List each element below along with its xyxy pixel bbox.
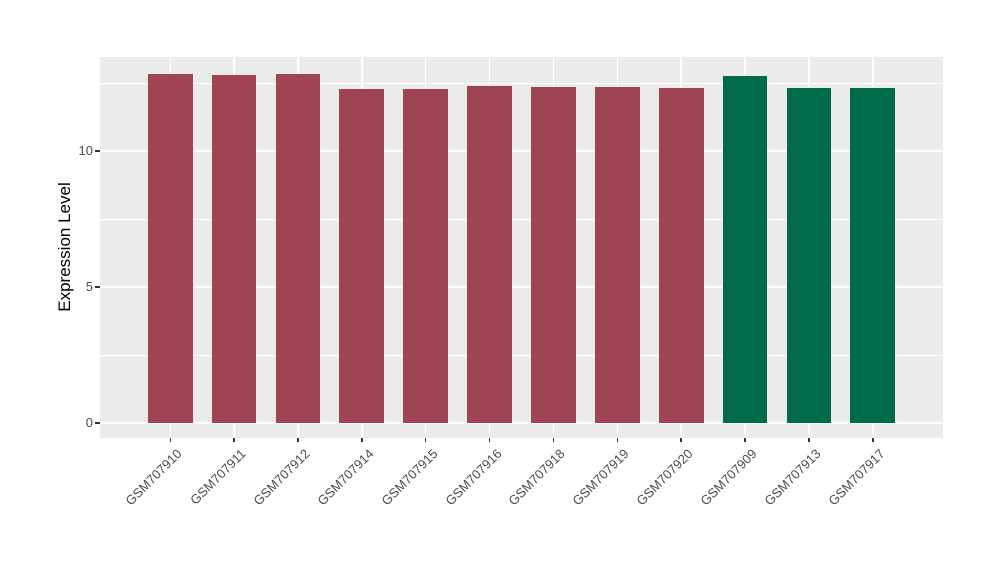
- x-tick-label: GSM707914: [314, 446, 377, 509]
- x-tick-label: GSM707920: [633, 446, 696, 509]
- bar-GSM707912: [275, 74, 321, 424]
- bar-GSM707910: [147, 74, 193, 424]
- x-tick-mark: [808, 438, 810, 442]
- gridline-major-horizontal: [100, 286, 943, 288]
- x-tick-mark: [872, 438, 874, 442]
- x-tick-label: GSM707911: [187, 446, 249, 508]
- x-tick-mark: [297, 438, 299, 442]
- y-tick-mark: [95, 422, 100, 424]
- x-tick-mark: [680, 438, 682, 442]
- plot-panel: [100, 57, 943, 438]
- x-tick-label: GSM707915: [378, 446, 441, 509]
- x-tick-mark: [744, 438, 746, 442]
- x-tick-label: GSM707910: [122, 446, 185, 509]
- x-tick-mark: [169, 438, 171, 442]
- x-tick-mark: [488, 438, 491, 442]
- bar-GSM707920: [658, 88, 704, 424]
- gridline-minor-horizontal: [100, 82, 943, 84]
- x-tick-label: GSM707918: [505, 446, 569, 509]
- bar-GSM707915: [403, 88, 449, 424]
- y-tick-label: 5: [85, 279, 93, 295]
- bar-GSM707909: [722, 76, 768, 424]
- gridline-major-horizontal: [100, 422, 943, 424]
- gridline-minor-horizontal: [100, 354, 943, 356]
- y-tick-mark: [95, 286, 100, 288]
- x-tick-label: GSM707916: [441, 446, 505, 509]
- x-tick-mark: [616, 438, 619, 442]
- bar-GSM707911: [211, 74, 257, 424]
- x-tick-mark: [552, 438, 555, 442]
- x-tick-mark: [361, 438, 363, 442]
- x-tick-label: GSM707919: [569, 446, 632, 509]
- x-tick-label: GSM707917: [825, 446, 888, 509]
- y-tick-label: 0: [85, 415, 93, 431]
- bar-GSM707916: [467, 86, 512, 424]
- bar-GSM707914: [339, 89, 385, 424]
- x-tick-mark: [424, 438, 427, 442]
- bar-GSM707919: [594, 87, 640, 424]
- gridline-major-horizontal: [100, 150, 943, 152]
- x-tick-label: GSM707912: [250, 446, 313, 509]
- x-tick-label: GSM707909: [697, 446, 760, 509]
- gridline-minor-horizontal: [100, 218, 943, 220]
- bar-GSM707913: [786, 88, 832, 424]
- y-tick-label: 10: [78, 143, 93, 159]
- x-tick-mark: [233, 438, 235, 442]
- y-tick-mark: [95, 150, 100, 152]
- bar-GSM707917: [850, 87, 896, 424]
- x-tick-label: GSM707913: [761, 446, 824, 509]
- bar-GSM707918: [531, 87, 576, 424]
